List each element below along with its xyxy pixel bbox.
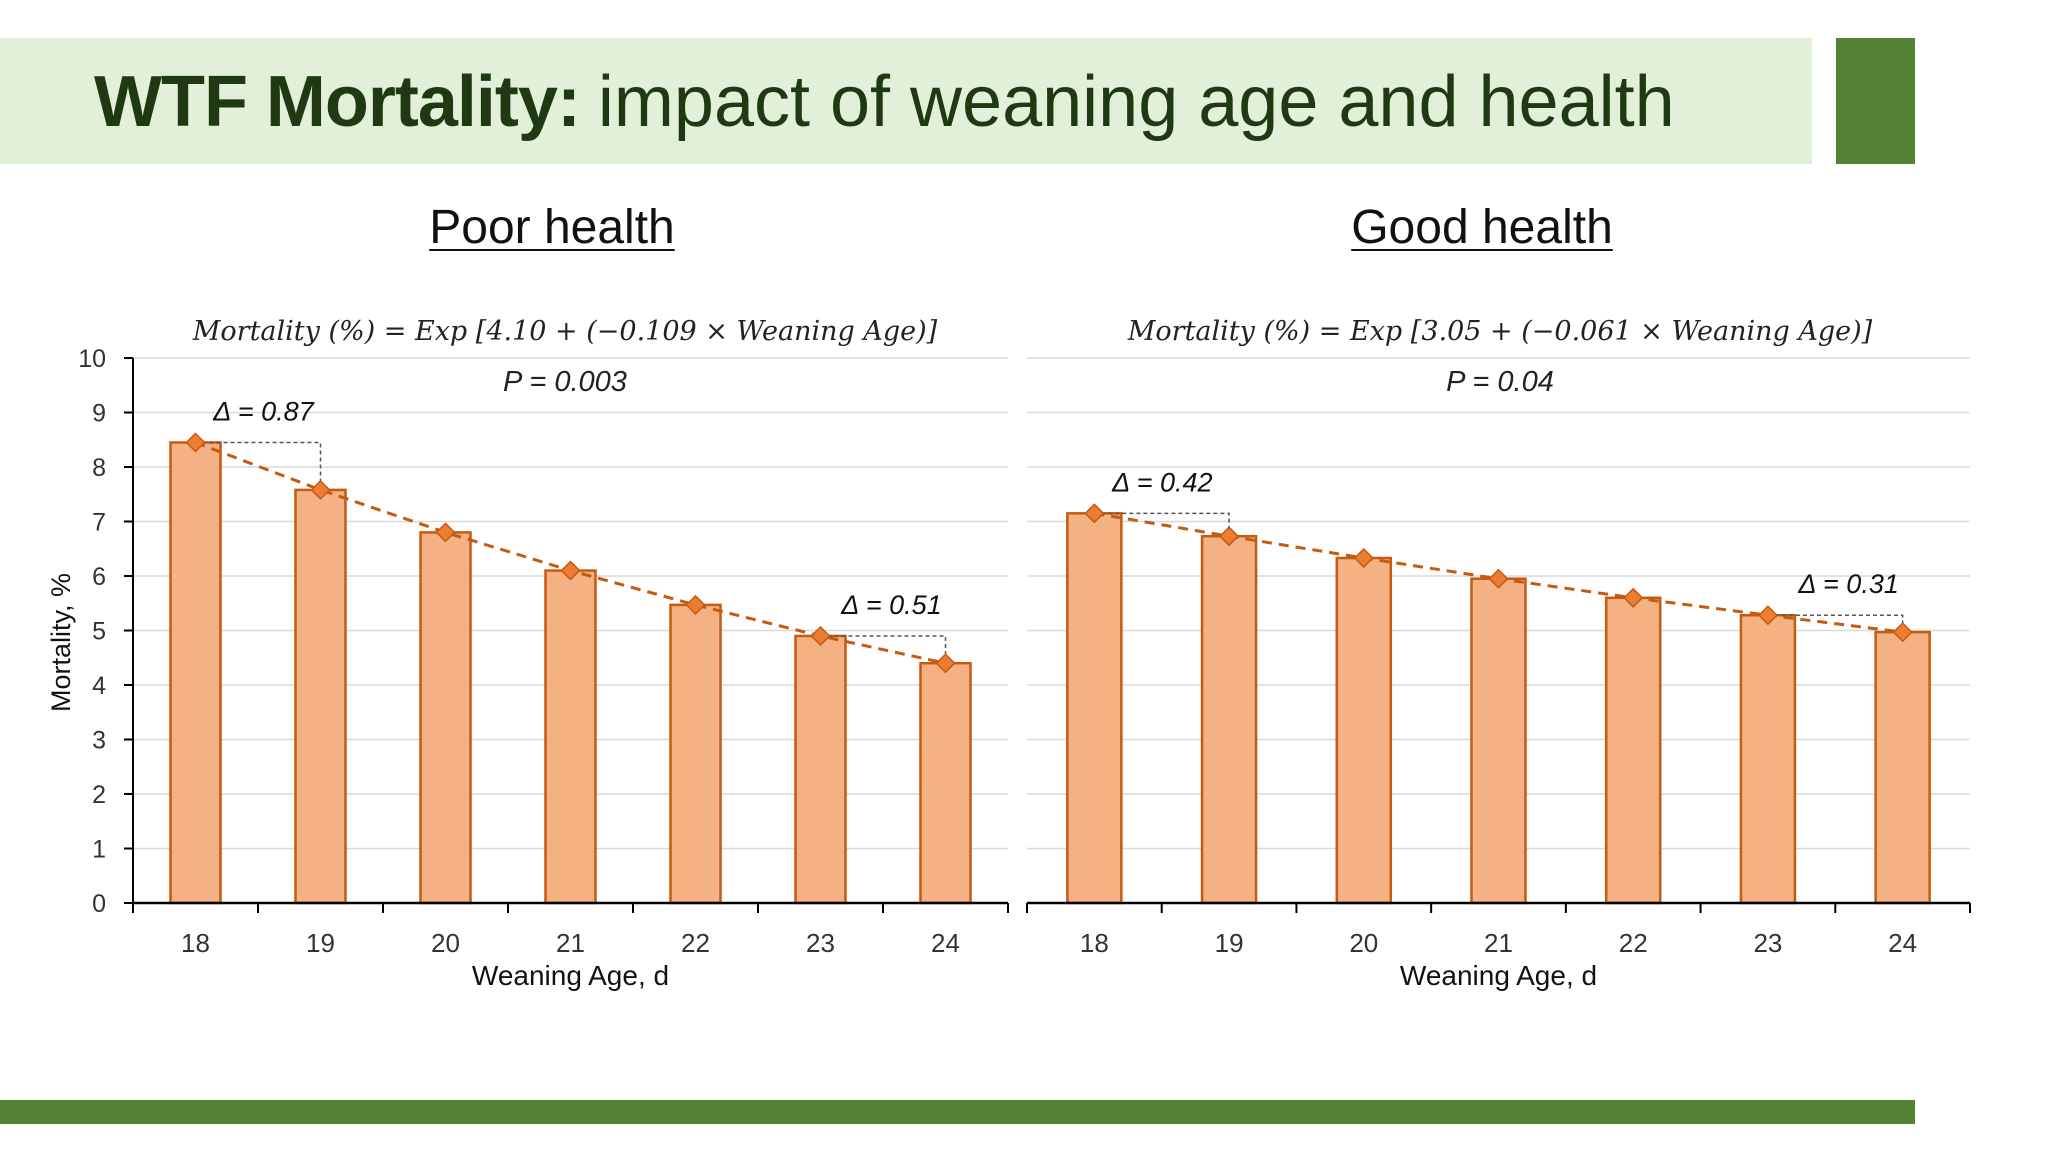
- trend-marker-20: [435, 522, 456, 543]
- equation-label: Mortality (%) = Exp [3.05 + (−0.061 × We…: [1127, 316, 1873, 347]
- bar-20: [1335, 556, 1393, 905]
- x-tick-label-21: 21: [1484, 928, 1513, 958]
- delta-label: Δ = 0.42: [1111, 467, 1212, 497]
- y-tick-label-10: 10: [78, 345, 106, 373]
- bar-23: [794, 634, 847, 905]
- x-tick-label-18: 18: [1080, 928, 1109, 958]
- trend-marker-23: [810, 625, 831, 647]
- delta-label: Δ = 0.87: [212, 396, 314, 426]
- bar-18: [1066, 512, 1123, 905]
- trend-marker-19: [1219, 526, 1240, 547]
- p-value-label: P = 0.04: [1446, 366, 1554, 398]
- x-tick-label-22: 22: [1619, 928, 1648, 958]
- delta-bracket: [195, 441, 322, 490]
- delta-label: Δ = 0.31: [1797, 569, 1898, 599]
- bar-21: [544, 569, 597, 905]
- title-accent-block: [1836, 38, 1915, 164]
- trend-marker-22: [1623, 587, 1644, 608]
- bar-24: [1874, 630, 1931, 905]
- bar-21: [1470, 577, 1527, 905]
- x-tick-label-22: 22: [681, 928, 710, 958]
- delta-bracket: [1767, 614, 1904, 633]
- trend-marker-24: [935, 653, 956, 674]
- y-tick-label-6: 6: [92, 563, 106, 591]
- panel-heading-good-health: Good health: [1351, 201, 1613, 254]
- trend-marker-22: [685, 594, 706, 615]
- y-tick-label-7: 7: [92, 509, 106, 537]
- slide-title: WTF Mortality: impact of weaning age and…: [94, 52, 1675, 152]
- x-tick-label-19: 19: [306, 928, 335, 958]
- bar-22: [669, 603, 722, 905]
- equation-label: Mortality (%) = Exp [4.10 + (−0.109 × We…: [192, 316, 938, 347]
- x-tick-label-19: 19: [1215, 928, 1244, 958]
- chart-poor-health: Mortality (%) = Exp [4.10 + (−0.109 × We…: [46, 316, 1009, 991]
- y-tick-label-2: 2: [92, 781, 106, 809]
- trend-marker-18: [1084, 503, 1105, 524]
- trend-marker-24: [1892, 622, 1913, 643]
- p-value-label: P = 0.003: [503, 366, 627, 398]
- y-tick-label-4: 4: [92, 672, 106, 700]
- bar-20: [419, 531, 472, 905]
- trend-marker-21: [560, 560, 581, 581]
- bottom-accent-bar: [0, 1100, 1915, 1124]
- trend-marker-21: [1488, 568, 1509, 589]
- y-tick-label-3: 3: [92, 727, 106, 755]
- x-tick-label-18: 18: [181, 928, 210, 958]
- trend-marker-20: [1353, 547, 1374, 569]
- x-tick-label-23: 23: [806, 928, 835, 958]
- slide-title-subtitle: impact of weaning age and health: [597, 62, 1675, 142]
- bar-19: [1200, 534, 1258, 905]
- bar-24: [919, 661, 972, 905]
- x-axis-title: Weaning Age, d: [1400, 960, 1597, 991]
- bar-18: [169, 441, 222, 905]
- chart-good-health: Mortality (%) = Exp [3.05 + (−0.061 × We…: [1026, 316, 1971, 991]
- bar-23: [1739, 613, 1797, 905]
- trend-marker-18: [185, 432, 206, 453]
- x-tick-label-21: 21: [556, 928, 585, 958]
- y-tick-label-5: 5: [92, 618, 106, 646]
- bar-22: [1604, 596, 1662, 905]
- delta-label: Δ = 0.51: [840, 590, 941, 620]
- trend-marker-19: [310, 479, 331, 500]
- y-tick-label-9: 9: [92, 400, 106, 428]
- x-tick-label-23: 23: [1753, 928, 1782, 958]
- x-axis-title: Weaning Age, d: [472, 960, 669, 991]
- x-tick-label-24: 24: [931, 928, 960, 958]
- y-tick-label-1: 1: [92, 836, 106, 864]
- x-tick-label-24: 24: [1888, 928, 1917, 958]
- trend-marker-23: [1757, 605, 1778, 626]
- y-tick-label-0: 0: [92, 890, 106, 918]
- bar-19: [294, 488, 347, 905]
- title-band: [0, 38, 1812, 164]
- panel-heading-poor-health: Poor health: [429, 201, 675, 254]
- x-tick-label-20: 20: [431, 928, 460, 958]
- slide-title-bold: WTF Mortality:: [94, 62, 581, 142]
- y-tick-label-8: 8: [92, 454, 106, 482]
- y-axis-title: Mortality, %: [46, 573, 76, 712]
- x-tick-label-20: 20: [1349, 928, 1378, 958]
